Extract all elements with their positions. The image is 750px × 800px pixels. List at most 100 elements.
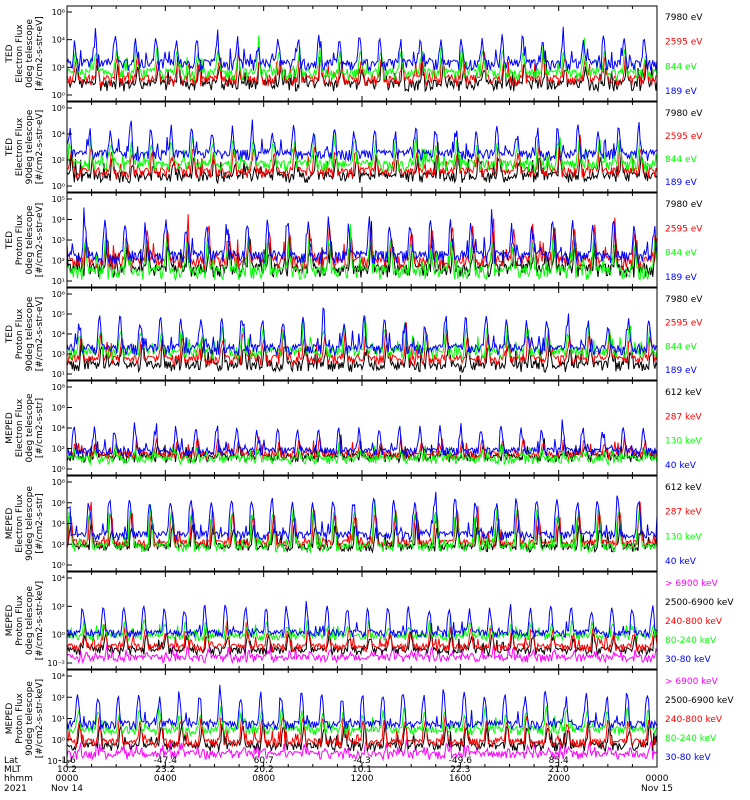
y-axis-label: MEPED Electron Flux 0deg telescope [#/cm2-s…: [5, 393, 45, 463]
series-line: [66, 705, 658, 738]
chart-panel-3: 10¹ 10² 10³ 10⁴ 10⁵ TED Proton Flux 0deg telesc…: [5, 192, 703, 288]
y-tick-label: 10⁰: [52, 91, 65, 100]
legend-entry: 189 eV: [665, 273, 698, 283]
legend-entry: 612 keV: [665, 388, 702, 398]
y-axis-label-line: MEPED: [5, 605, 15, 637]
y-tick-label: 10⁵: [52, 195, 65, 204]
y-axis-label-line: [#/cm2-s-str-keV]: [35, 581, 45, 660]
legend-entry: 189 eV: [665, 366, 698, 376]
y-tick-label: 10¹: [52, 370, 65, 379]
footer-hhmm-value: 0000: [646, 774, 669, 784]
y-axis-label-line: TED: [5, 231, 15, 250]
series-line: [66, 434, 658, 465]
series-line: [66, 442, 658, 467]
series-line: [66, 134, 658, 180]
y-axis-label-line: MEPED: [5, 412, 15, 444]
y-axis-label-line: 90deg telescope: [25, 486, 35, 561]
footer-hhmm-value: 0400: [154, 774, 177, 784]
y-tick-label: 10⁴: [52, 672, 65, 681]
y-axis-label-line: MEPED: [5, 703, 15, 735]
footer-row-label: MLT: [4, 765, 22, 775]
y-axis-label: MEPED Proton Flux 0deg telescope [#/cm2-s-s…: [5, 581, 45, 660]
y-tick-label: 10⁰: [52, 561, 65, 570]
legend-entry: 287 keV: [665, 412, 702, 422]
y-axis-label-line: [#/cm2-s-str-eV]: [35, 203, 45, 278]
legend-entry: 130 keV: [665, 532, 702, 542]
y-tick-label: 10⁻²: [47, 757, 65, 766]
footer-row-label: 2021: [4, 784, 27, 794]
y-axis-label-line: 90deg telescope: [25, 681, 35, 756]
footer-hhmm-value: 0800: [252, 774, 275, 784]
footer-date-start: Nov 14: [51, 784, 83, 794]
legend-entry: 2500-6900 keV: [665, 696, 734, 706]
y-axis-label-line: Proton Flux: [15, 308, 25, 359]
series-line: [66, 501, 658, 550]
footer-mlt-value: 20.2: [254, 765, 274, 775]
series-line: [66, 684, 658, 731]
y-tick-label: 10⁶: [52, 104, 65, 113]
legend-entry: 844 eV: [665, 155, 698, 165]
series-line: [66, 26, 658, 73]
footer-mlt-value: 10.1: [352, 765, 372, 775]
y-axis-label-line: [#/cm2-s-str]: [35, 398, 45, 458]
y-axis-label: TED Proton Flux 90deg telescope [#/cm2-s-st…: [5, 296, 45, 371]
y-tick-label: 10⁰: [52, 182, 65, 191]
y-tick-label: 10²: [52, 63, 65, 72]
y-tick-label: 10⁵: [52, 310, 65, 319]
plot-frame: [66, 5, 658, 102]
y-axis-label-line: Electron Flux: [15, 117, 25, 176]
series-line: [66, 119, 658, 163]
y-axis-label-line: TED: [5, 44, 15, 63]
footer-hhmm-value: 0000: [56, 774, 79, 784]
y-axis-label-line: [#/cm2-s-str-eV]: [35, 110, 45, 185]
y-tick-label: 10⁴: [52, 330, 65, 339]
y-axis-label: MEPED Proton Flux 90deg telescope [#/cm2-s-…: [5, 679, 45, 758]
y-axis-label-line: Proton Flux: [15, 595, 25, 646]
y-tick-label: 10⁻²: [47, 659, 65, 668]
legend-entry: 844 eV: [665, 342, 698, 352]
footer-mlt-value: 22.3: [450, 765, 470, 775]
y-tick-label: 10³: [52, 350, 65, 359]
series-line: [66, 739, 658, 762]
y-tick-label: 10²: [52, 540, 65, 549]
y-axis-label: TED Electron Flux 0deg telescope [#/cm2-s-s…: [5, 16, 45, 91]
legend-entry: 7980 eV: [665, 200, 703, 210]
chart-panel-5: 10⁰ 10² 10⁴ 10⁶ 10⁸ MEPED Electron Flux 0deg te…: [5, 380, 702, 476]
y-axis-label-line: MEPED: [5, 508, 15, 540]
y-axis-label-line: [#/cm2-s-str-keV]: [35, 679, 45, 758]
footer-mlt-value: 21.0: [549, 765, 569, 775]
y-tick-label: 10⁴: [52, 574, 65, 583]
series-line: [66, 643, 658, 665]
y-tick-label: 10¹: [52, 715, 65, 724]
y-tick-label: 10⁶: [52, 499, 65, 508]
y-axis-label-line: Electron Flux: [15, 24, 25, 83]
series-line: [66, 130, 658, 174]
legend-entry: 240-800 keV: [665, 715, 723, 725]
legend-entry: 30-80 keV: [665, 655, 711, 665]
y-tick-label: 10⁴: [52, 130, 65, 139]
legend-entry: 2595 eV: [665, 132, 703, 142]
footer-hhmm-value: 1600: [449, 774, 472, 784]
series-line: [66, 207, 658, 265]
legend-entry: 2500-6900 keV: [665, 598, 734, 608]
legend-entry: 40 keV: [665, 557, 697, 567]
y-axis-label-line: Electron Flux: [15, 494, 25, 553]
footer-lat-value: -49.6: [449, 756, 473, 766]
series-line: [66, 714, 657, 749]
legend-entry: 7980 eV: [665, 109, 703, 119]
legend-entry: 189 eV: [665, 178, 698, 188]
y-tick-label: 10⁰: [52, 736, 65, 745]
footer-row-label: Lat: [4, 756, 19, 766]
y-axis-label-line: TED: [5, 325, 15, 344]
y-axis-label-line: Electron Flux: [15, 398, 25, 457]
y-axis-label: TED Electron Flux 90deg telescope [#/cm2-s-…: [5, 109, 45, 184]
legend-entry: > 6900 keV: [665, 579, 719, 589]
legend-entry: 844 eV: [665, 62, 698, 72]
y-tick-label: 10⁸: [52, 478, 65, 487]
y-axis-label-line: 0deg telescope: [25, 19, 35, 89]
footer-lat-value: -4.3: [353, 756, 371, 766]
y-axis-label: MEPED Electron Flux 90deg telescope [#/cm2-…: [5, 486, 45, 561]
footer-mlt-value: 10.2: [57, 765, 77, 775]
y-tick-label: 10⁶: [52, 8, 65, 17]
